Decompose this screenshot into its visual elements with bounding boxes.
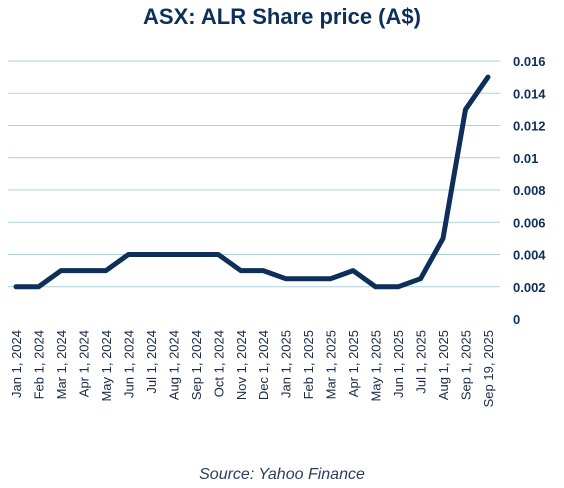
gridlines	[8, 60, 500, 288]
series-layer	[13, 74, 491, 290]
y-tick-label: 0.014	[513, 86, 546, 101]
x-tick-label: Sep 1, 2024	[189, 330, 204, 400]
x-tick-label: Sep 19, 2025	[481, 330, 496, 407]
x-tick-label: Jul 1, 2024	[144, 330, 159, 394]
x-tick-label: Mar 1, 2024	[54, 330, 69, 399]
share-price-line	[13, 74, 491, 290]
y-axis-tick-labels: 0 0.002 0.004 0.006 0.008 0.01 0.012 0.014 0.016	[513, 54, 546, 327]
x-tick-label: Sep 1, 2025	[459, 330, 474, 400]
source-note: Source: Yahoo Finance	[199, 466, 365, 483]
y-tick-label: 0.012	[513, 119, 546, 134]
x-axis-tick-labels: Jan 1, 2024 Feb 1, 2024 Mar 1, 2024 Apr 1, …	[9, 330, 496, 407]
x-tick-label: Aug 1, 2025	[436, 330, 451, 400]
x-tick-label: May 1, 2024	[99, 330, 114, 402]
x-tick-label: May 1, 2025	[369, 330, 384, 402]
y-tick-label: 0.002	[513, 280, 546, 295]
x-tick-label: Mar 1, 2025	[324, 330, 339, 399]
x-tick-label: Feb 1, 2025	[301, 330, 316, 399]
x-tick-label: Feb 1, 2024	[31, 330, 46, 399]
y-tick-label: 0.008	[513, 183, 546, 198]
x-tick-label: Jul 1, 2025	[414, 330, 429, 394]
x-tick-label: Dec 1, 2024	[256, 330, 271, 400]
y-tick-label: 0.006	[513, 215, 546, 230]
y-tick-label: 0	[513, 312, 520, 327]
y-tick-label: 0.004	[513, 248, 546, 263]
x-tick-label: Apr 1, 2024	[76, 330, 91, 397]
y-tick-label: 0.01	[513, 151, 538, 166]
y-tick-label: 0.016	[513, 54, 546, 69]
x-tick-label: Jun 1, 2024	[121, 330, 136, 398]
x-tick-label: Apr 1, 2025	[346, 330, 361, 397]
x-tick-label: Jun 1, 2025	[391, 330, 406, 398]
x-tick-label: Jan 1, 2025	[279, 330, 294, 398]
x-tick-label: Aug 1, 2024	[166, 330, 181, 400]
chart-title: ASX: ALR Share price (A$)	[143, 4, 421, 29]
x-tick-label: Nov 1, 2024	[234, 330, 249, 400]
x-tick-label: Jan 1, 2024	[9, 330, 24, 398]
x-tick-label: Oct 1, 2024	[211, 330, 226, 397]
